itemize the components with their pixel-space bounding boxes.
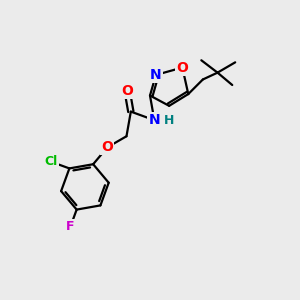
Text: H: H bbox=[164, 114, 174, 127]
Text: N: N bbox=[148, 113, 160, 127]
Text: O: O bbox=[121, 84, 133, 98]
Text: O: O bbox=[176, 61, 188, 75]
Text: F: F bbox=[66, 220, 75, 233]
Text: N: N bbox=[150, 68, 162, 82]
Text: O: O bbox=[101, 140, 113, 154]
Text: Cl: Cl bbox=[45, 155, 58, 168]
